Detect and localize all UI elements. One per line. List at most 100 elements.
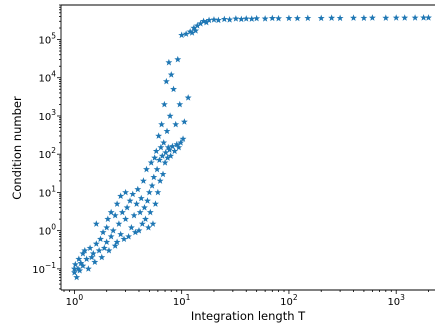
data-point bbox=[126, 197, 134, 204]
y-tick-label-base: 10 bbox=[38, 74, 51, 85]
y-tick-label: 102 bbox=[38, 146, 56, 161]
data-point bbox=[92, 220, 100, 227]
data-point bbox=[170, 85, 177, 93]
data-point bbox=[163, 127, 171, 135]
data-point bbox=[70, 265, 78, 272]
data-point bbox=[226, 16, 234, 23]
data-point bbox=[131, 228, 139, 236]
x-tick-label-exponent: 2 bbox=[293, 293, 298, 302]
data-point bbox=[140, 177, 147, 184]
data-point bbox=[149, 220, 157, 227]
data-point bbox=[148, 182, 156, 189]
x-tick-label-exponent: 0 bbox=[78, 293, 83, 302]
data-point bbox=[146, 208, 154, 216]
data-point bbox=[317, 14, 325, 22]
data-point bbox=[150, 173, 158, 181]
x-tick-label-base: 10 bbox=[173, 297, 186, 308]
data-point bbox=[210, 16, 218, 23]
data-point bbox=[118, 208, 126, 216]
data-point bbox=[81, 247, 89, 254]
y-tick-label-exponent: 2 bbox=[51, 146, 56, 155]
data-point bbox=[83, 255, 91, 263]
data-point bbox=[179, 135, 187, 142]
data-point bbox=[214, 16, 222, 24]
data-point bbox=[143, 165, 150, 173]
data-point bbox=[151, 154, 159, 161]
data-point bbox=[411, 14, 419, 21]
data-point bbox=[162, 149, 170, 156]
y-tick-label: 105 bbox=[38, 32, 56, 47]
data-point bbox=[420, 14, 427, 21]
x-tick-label-exponent: 1 bbox=[186, 293, 191, 302]
data-point bbox=[232, 15, 240, 22]
data-point bbox=[71, 260, 79, 268]
data-point bbox=[350, 14, 357, 21]
data-point bbox=[164, 154, 172, 161]
data-point bbox=[175, 143, 183, 151]
data-point bbox=[160, 100, 168, 108]
data-point bbox=[162, 77, 170, 85]
data-point bbox=[167, 71, 175, 78]
y-axis-label: Condition number bbox=[10, 96, 24, 200]
data-point bbox=[91, 258, 99, 266]
data-point bbox=[103, 238, 111, 246]
data-point bbox=[130, 211, 138, 219]
y-tick-label: 103 bbox=[38, 108, 56, 123]
y-tick-label-base: 10 bbox=[38, 227, 51, 238]
data-point bbox=[133, 200, 141, 207]
data-point bbox=[104, 215, 112, 223]
data-point bbox=[134, 185, 142, 193]
data-point bbox=[401, 14, 409, 21]
x-tick-label: 100 bbox=[66, 293, 84, 308]
data-point bbox=[155, 156, 163, 164]
data-point bbox=[117, 230, 125, 238]
x-tick-label: 101 bbox=[173, 293, 191, 308]
data-point bbox=[153, 165, 161, 173]
data-point bbox=[171, 147, 179, 155]
data-point bbox=[138, 220, 146, 227]
data-point bbox=[160, 139, 168, 146]
data-point bbox=[107, 208, 115, 216]
y-tick-label-base: 10 bbox=[38, 112, 51, 123]
y-tick-label-base: 10 bbox=[38, 188, 51, 199]
data-point bbox=[275, 14, 282, 22]
y-tick-label-base: 10 bbox=[38, 36, 51, 47]
data-point bbox=[190, 24, 198, 31]
data-point bbox=[161, 159, 169, 166]
data-point bbox=[122, 215, 129, 223]
data-point bbox=[169, 142, 176, 150]
data-point bbox=[166, 112, 174, 119]
data-point bbox=[268, 14, 276, 22]
y-tick-label: 100 bbox=[38, 223, 56, 238]
data-point bbox=[145, 224, 152, 231]
y-tick-label-exponent: 1 bbox=[51, 184, 56, 193]
data-point bbox=[152, 200, 159, 207]
data-point bbox=[336, 14, 344, 22]
data-point bbox=[425, 14, 432, 21]
data-point bbox=[186, 28, 194, 35]
data-point bbox=[92, 240, 100, 247]
data-point bbox=[368, 14, 376, 21]
data-point bbox=[74, 265, 82, 272]
data-point bbox=[111, 211, 119, 219]
x-axis-label: Integration length T bbox=[191, 309, 306, 323]
data-point bbox=[107, 232, 115, 240]
data-point bbox=[382, 14, 390, 21]
data-point bbox=[154, 188, 162, 196]
data-point bbox=[129, 190, 137, 198]
data-point bbox=[100, 244, 108, 251]
y-tick-label-base: 10 bbox=[32, 265, 45, 276]
data-point bbox=[178, 31, 186, 39]
data-point bbox=[84, 265, 92, 272]
data-point bbox=[159, 170, 167, 178]
data-point bbox=[192, 27, 200, 34]
data-point bbox=[109, 227, 117, 234]
data-point bbox=[147, 159, 155, 166]
data-point bbox=[220, 15, 228, 23]
data-point bbox=[111, 242, 119, 249]
x-tick-label-base: 10 bbox=[280, 297, 293, 308]
data-point bbox=[97, 235, 104, 243]
y-tick-label-exponent: 3 bbox=[51, 108, 56, 117]
data-point bbox=[177, 139, 185, 146]
